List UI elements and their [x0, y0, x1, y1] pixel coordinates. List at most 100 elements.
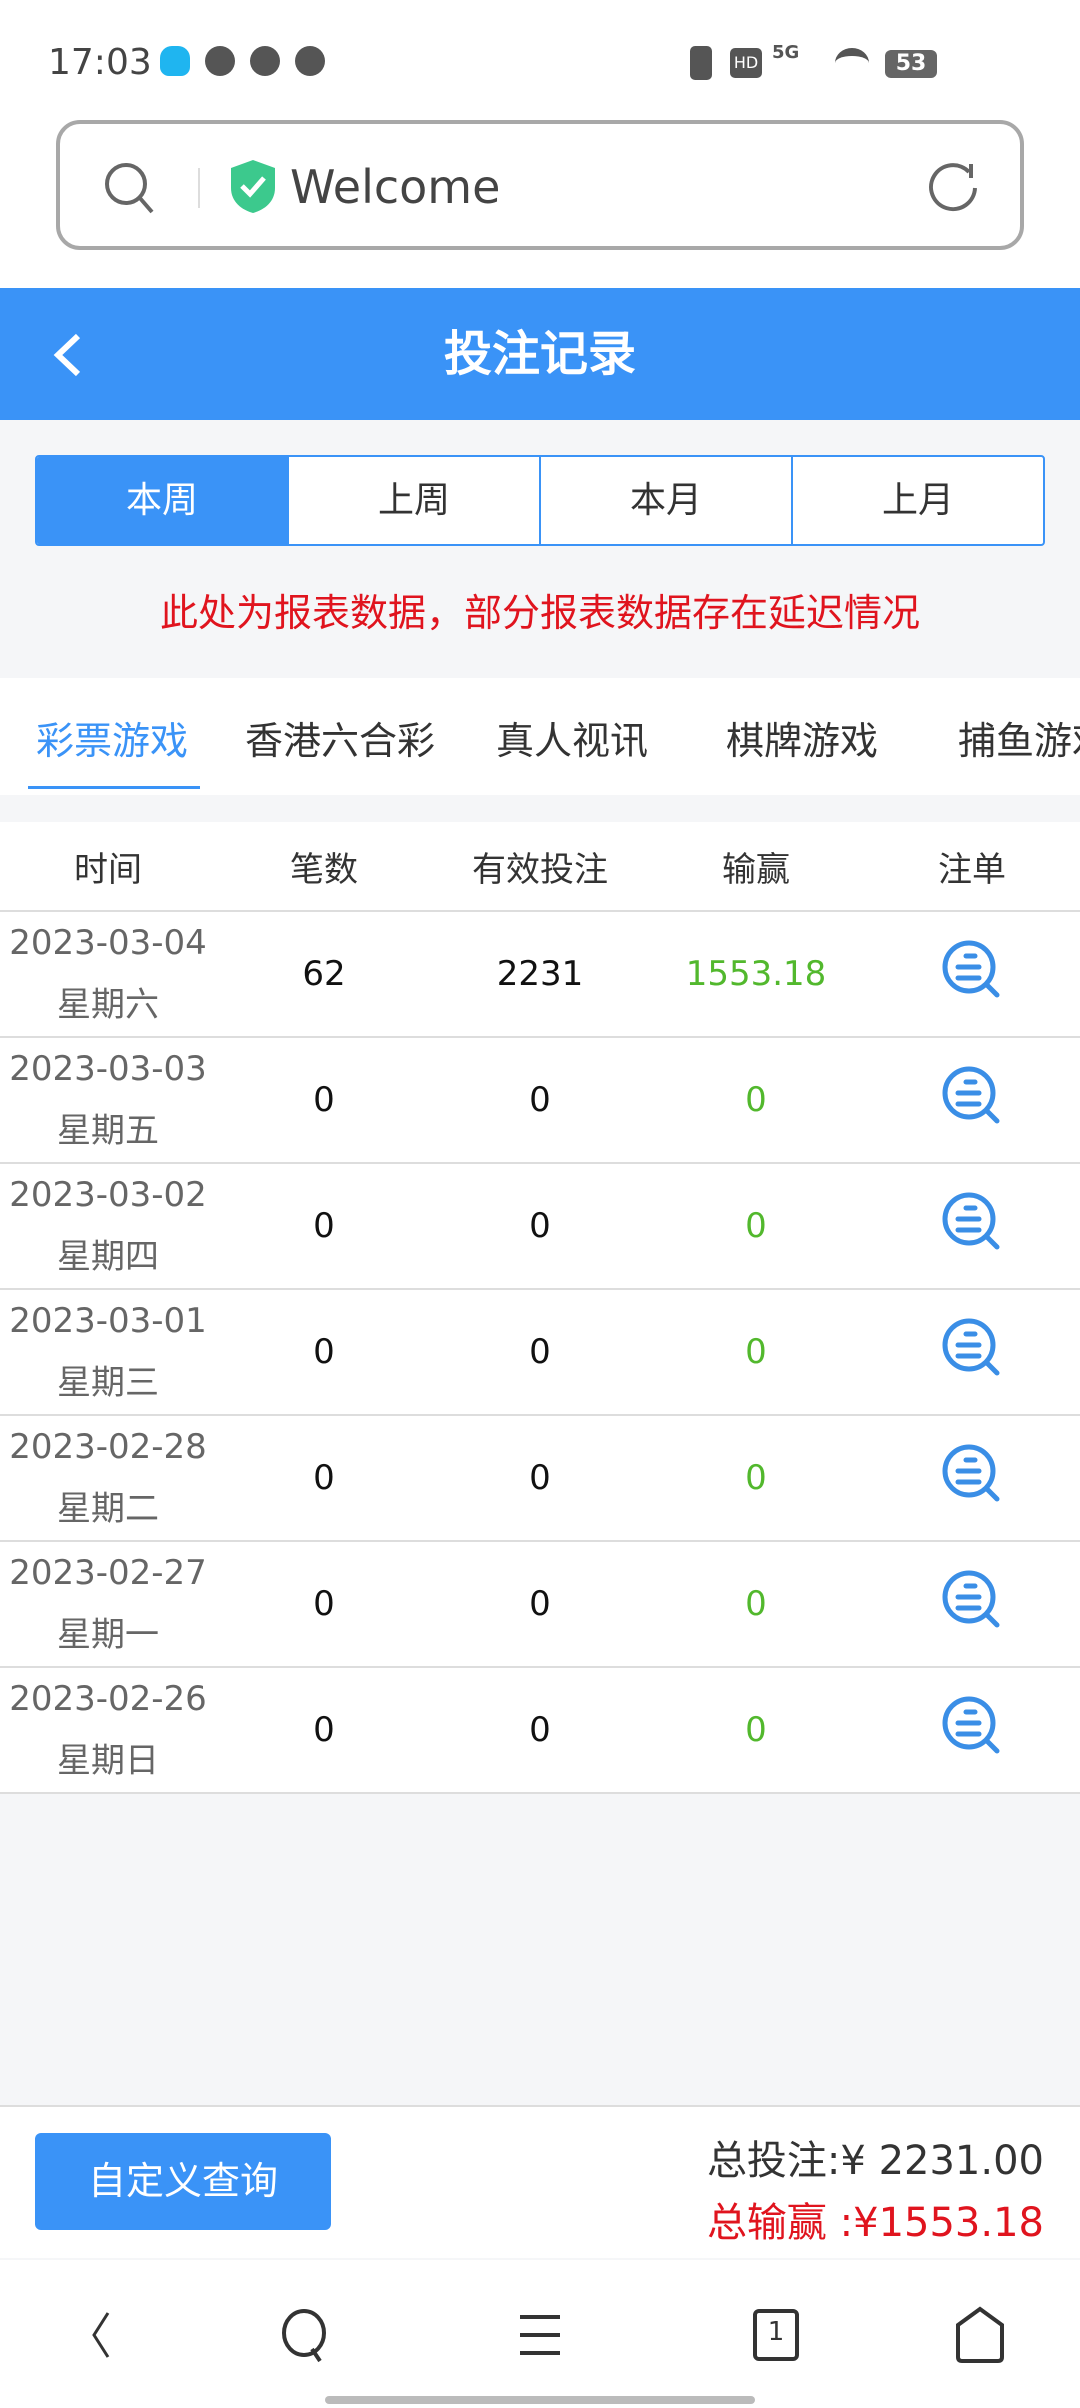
row-win-loss: 0	[745, 1206, 767, 1246]
wechat-icon	[205, 46, 235, 76]
view-details-icon[interactable]	[941, 1191, 1003, 1253]
nav-search-icon[interactable]	[274, 2305, 334, 2365]
divider	[198, 168, 200, 208]
nav-back-icon[interactable]	[72, 2305, 132, 2365]
weekday-text: 星期二	[57, 1489, 159, 1529]
back-icon[interactable]	[48, 330, 88, 380]
row-count: 0	[313, 1332, 335, 1372]
row-details	[864, 939, 1080, 1010]
row-date: 2023-02-26 星期日	[0, 1668, 216, 1792]
row-count: 0	[313, 1458, 335, 1498]
date-text: 2023-03-01	[9, 1301, 207, 1341]
row-win-loss: 0	[745, 1080, 767, 1120]
row-win-loss: 1553.18	[685, 954, 827, 994]
weekday-text: 星期日	[57, 1741, 159, 1781]
table-row: 2023-03-03 星期五 0 0 0	[0, 1036, 1080, 1162]
wifi-icon	[835, 48, 869, 78]
tab-lottery[interactable]: 彩票游戏	[36, 719, 189, 763]
header-count: 笔数	[290, 849, 358, 890]
table-row: 2023-02-26 星期日 0 0 0	[0, 1666, 1080, 1792]
nav-menu-icon[interactable]	[510, 2305, 570, 2365]
tab-card-games[interactable]: 棋牌游戏	[726, 719, 879, 763]
view-details-icon[interactable]	[941, 1443, 1003, 1505]
address-bar[interactable]	[56, 120, 1024, 250]
header-win-loss: 输赢	[722, 849, 790, 890]
row-valid-bet: 0	[529, 1710, 551, 1750]
qq-icon	[160, 46, 190, 76]
app-notification-icon	[250, 46, 280, 76]
weekday-text: 星期一	[57, 1615, 159, 1655]
row-details	[864, 1317, 1080, 1388]
message-icon	[295, 46, 325, 76]
table-row: 2023-03-04 星期六 62 2231 1553.18	[0, 910, 1080, 1036]
records-table: 时间 笔数 有效投注 输赢 注单 2023-03-04 星期六 62 2231 1…	[0, 822, 1080, 1794]
custom-query-button[interactable]: 自定义查询	[35, 2133, 331, 2230]
nav-tabs-icon[interactable]	[746, 2305, 806, 2365]
view-details-icon[interactable]	[941, 939, 1003, 1001]
period-tabs: 本周 上周 本月 上月	[35, 455, 1045, 546]
status-time: 17:03	[48, 42, 152, 83]
tab-last-week[interactable]: 上周	[287, 457, 539, 544]
table-row: 2023-03-02 星期四 0 0 0	[0, 1162, 1080, 1288]
table-row: 2023-02-27 星期一 0 0 0	[0, 1540, 1080, 1666]
tabs-count: 1	[767, 2317, 785, 2347]
date-text: 2023-02-28	[9, 1427, 207, 1467]
nav-home-icon[interactable]	[950, 2305, 1010, 2365]
date-text: 2023-02-26	[9, 1679, 207, 1719]
row-details	[864, 1695, 1080, 1766]
notice-text: 此处为报表数据，部分报表数据存在延迟情况	[159, 591, 920, 635]
active-tab-underline	[28, 786, 200, 789]
header-valid-bet: 有效投注	[472, 849, 608, 890]
tab-last-month[interactable]: 上月	[791, 457, 1043, 544]
weekday-text: 星期三	[57, 1363, 159, 1403]
tab-live-casino[interactable]: 真人视讯	[496, 719, 649, 763]
tab-this-week[interactable]: 本周	[37, 457, 287, 544]
row-win-loss: 0	[745, 1332, 767, 1372]
weekday-text: 星期四	[57, 1237, 159, 1277]
row-count: 62	[302, 954, 346, 994]
vibrate-icon	[690, 46, 712, 80]
search-icon[interactable]	[102, 160, 158, 216]
row-win-loss: 0	[745, 1584, 767, 1624]
table-row: 2023-02-28 星期二 0 0 0	[0, 1414, 1080, 1540]
row-details	[864, 1569, 1080, 1640]
row-valid-bet: 0	[529, 1332, 551, 1372]
tab-hk-mark-six[interactable]: 香港六合彩	[245, 719, 436, 763]
row-valid-bet: 0	[529, 1080, 551, 1120]
tab-this-month[interactable]: 本月	[539, 457, 791, 544]
row-date: 2023-03-02 星期四	[0, 1164, 216, 1288]
row-date: 2023-02-27 星期一	[0, 1542, 216, 1666]
battery-icon: 53	[885, 50, 937, 78]
row-date: 2023-02-28 星期二	[0, 1416, 216, 1540]
shield-check-icon	[231, 160, 275, 213]
weekday-text: 星期五	[57, 1111, 159, 1151]
refresh-icon[interactable]	[925, 160, 981, 216]
date-text: 2023-03-02	[9, 1175, 207, 1215]
network-label: 5G	[772, 42, 800, 63]
page-header	[0, 288, 1080, 420]
total-bet: 总投注:¥ 2231.00	[706, 2138, 1044, 2184]
home-indicator[interactable]	[325, 2396, 755, 2404]
row-valid-bet: 0	[529, 1458, 551, 1498]
url-text: Welcome	[290, 160, 501, 214]
row-valid-bet: 2231	[496, 954, 584, 994]
view-details-icon[interactable]	[941, 1317, 1003, 1379]
table-header: 时间 笔数 有效投注 输赢 注单	[0, 822, 1080, 910]
row-valid-bet: 0	[529, 1206, 551, 1246]
row-details	[864, 1065, 1080, 1136]
date-text: 2023-03-03	[9, 1049, 207, 1089]
row-details	[864, 1191, 1080, 1262]
tab-fishing-games[interactable]: 捕鱼游戏	[958, 719, 1080, 763]
view-details-icon[interactable]	[941, 1569, 1003, 1631]
row-date: 2023-03-04 星期六	[0, 912, 216, 1036]
row-valid-bet: 0	[529, 1584, 551, 1624]
hd-icon: HD	[730, 48, 762, 78]
row-win-loss: 0	[745, 1458, 767, 1498]
table-row: 2023-03-01 星期三 0 0 0	[0, 1288, 1080, 1414]
row-count: 0	[313, 1584, 335, 1624]
page-title: 投注记录	[443, 326, 636, 382]
date-text: 2023-03-04	[9, 923, 207, 963]
view-details-icon[interactable]	[941, 1695, 1003, 1757]
weekday-text: 星期六	[57, 985, 159, 1025]
view-details-icon[interactable]	[941, 1065, 1003, 1127]
